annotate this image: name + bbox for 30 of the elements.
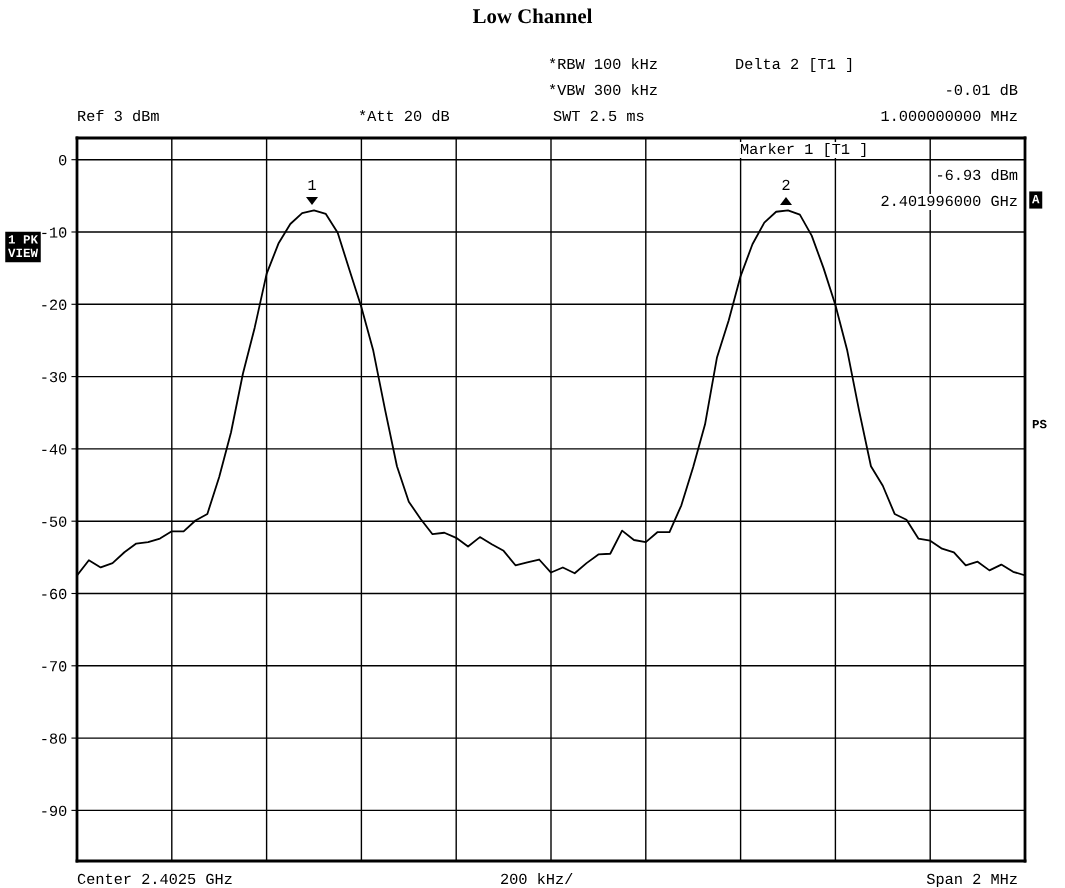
chart-title: Low Channel (472, 8, 593, 24)
text: Center 2.4025 GHz (77, 873, 232, 885)
annotation: -6.93 dBm (937, 168, 1018, 181)
annotation: 2.401996000 GHz (881, 195, 1017, 207)
text: SWT 2.5 ms (553, 110, 644, 122)
text: 1.000000000 MHz (881, 110, 1017, 122)
y-tick-label: -40 (42, 444, 67, 455)
y-tick-label: -20 (42, 299, 67, 310)
y-tick-label: -80 (42, 733, 67, 744)
text: 200 kHz/ (501, 872, 573, 885)
text: *RBW 100 kHz (549, 57, 657, 70)
text: *Att 20 dB (359, 109, 450, 122)
text: -0.01 dB (947, 83, 1018, 96)
text: *VBW 300 kHz (549, 83, 657, 96)
annotation: 1 (308, 179, 316, 190)
text: Span 2 MHz (926, 873, 1017, 888)
y-tick-label: -30 (42, 371, 67, 383)
text: A (1032, 195, 1040, 204)
y-tick-label: -60 (42, 588, 67, 600)
annotation: Marker 1 [T1 ] (740, 142, 866, 158)
y-tick-label: -50 (42, 516, 67, 527)
text: Delta 2 [T1 ] (736, 57, 852, 73)
y-tick-label: -10 (42, 227, 67, 238)
y-tick-label: -90 (42, 805, 67, 817)
text: Ref 3 dBm (78, 109, 159, 122)
y-tick-label: 0 (59, 155, 67, 166)
annotation: 2 (782, 179, 790, 190)
y-tick-label: -70 (42, 661, 67, 672)
text: PS (1032, 419, 1047, 429)
text: 1 PK VIEW (8, 235, 39, 257)
